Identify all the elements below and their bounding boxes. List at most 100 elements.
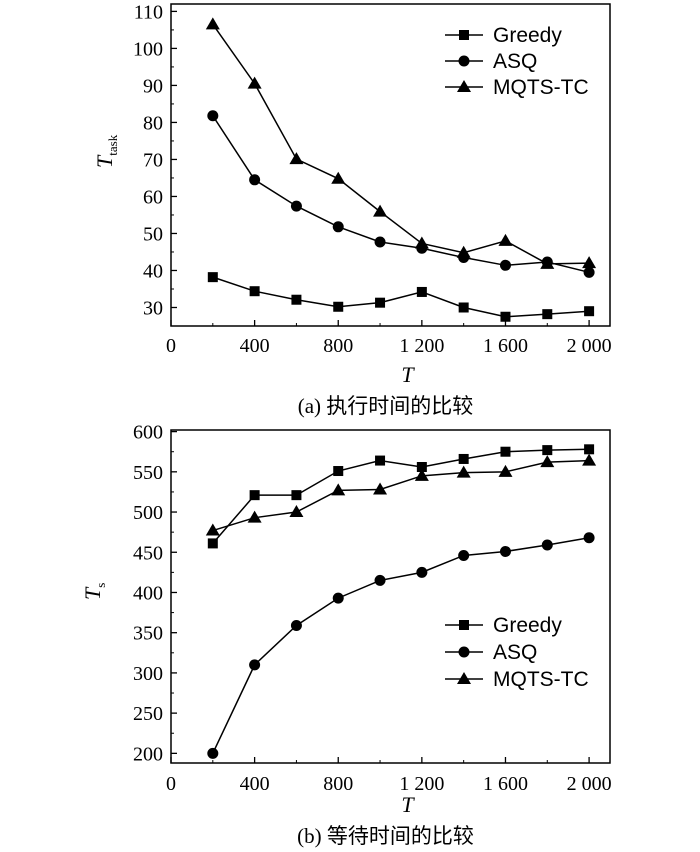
- x-tick-label: 2 000: [567, 773, 612, 795]
- y-tick-label: 70: [143, 149, 163, 171]
- data-point-asq: [499, 545, 511, 557]
- data-point-asq: [332, 221, 344, 233]
- x-tick-label: 400: [240, 335, 270, 357]
- legend-marker-greedy: [459, 620, 469, 630]
- legend-marker-mqts-tc: [457, 80, 471, 92]
- data-point-asq: [499, 259, 511, 271]
- y-tick-label: 500: [133, 502, 163, 524]
- data-point-asq: [207, 110, 219, 122]
- y-axis-label-subscript: s: [93, 583, 108, 588]
- y-tick-label: 250: [133, 703, 163, 725]
- data-point-mqts-tc: [498, 233, 513, 246]
- y-axis-label-main: T: [80, 586, 105, 600]
- x-tick-label: 1 200: [399, 773, 444, 795]
- y-tick-label: 30: [143, 297, 163, 319]
- y-tick-label: 300: [133, 663, 163, 685]
- x-tick-label: 2 000: [567, 335, 612, 357]
- y-tick-label: 350: [133, 623, 163, 645]
- x-tick-label: 1 200: [399, 335, 444, 357]
- data-point-asq: [207, 747, 219, 759]
- data-point-greedy: [207, 272, 218, 283]
- series-line-mqts-tc: [212, 23, 590, 265]
- y-tick-label: 40: [143, 260, 163, 282]
- y-tick-label: 200: [133, 743, 163, 765]
- data-point-asq: [374, 574, 386, 586]
- legend-label-mqts-tc: MQTS-TC: [493, 76, 589, 99]
- chart-caption: (b) 等待时间的比较: [297, 824, 474, 848]
- data-point-greedy: [542, 309, 553, 320]
- data-point-mqts-tc: [331, 171, 346, 184]
- legend-marker-asq: [458, 55, 470, 67]
- data-point-mqts-tc: [205, 523, 220, 536]
- data-point-mqts-tc: [247, 76, 262, 89]
- legend-label-greedy: Greedy: [493, 614, 562, 637]
- data-point-mqts-tc: [582, 256, 597, 269]
- data-point-mqts-tc: [289, 505, 304, 518]
- data-point-mqts-tc: [373, 204, 388, 217]
- legend-marker-mqts-tc: [457, 672, 471, 684]
- series-line-asq: [212, 115, 590, 274]
- data-point-asq: [583, 532, 595, 544]
- y-tick-label: 400: [133, 582, 163, 604]
- data-point-greedy: [291, 490, 302, 501]
- data-point-mqts-tc: [414, 468, 429, 481]
- y-tick-label: 60: [143, 186, 163, 208]
- data-point-mqts-tc: [540, 455, 555, 468]
- data-point-greedy: [584, 444, 595, 455]
- data-point-mqts-tc: [414, 236, 429, 249]
- legend-marker-asq: [458, 646, 470, 658]
- data-point-asq: [290, 619, 302, 631]
- x-tick-label: 800: [323, 773, 353, 795]
- data-point-mqts-tc: [498, 464, 513, 477]
- data-point-mqts-tc: [373, 482, 388, 495]
- y-tick-label: 80: [143, 112, 163, 134]
- data-point-greedy: [500, 311, 511, 322]
- plot-frame: [170, 429, 611, 764]
- series-line-asq: [212, 537, 590, 754]
- data-point-greedy: [500, 446, 511, 457]
- data-point-asq: [583, 266, 595, 278]
- data-point-greedy: [584, 306, 595, 317]
- x-tick-label: 0: [166, 773, 176, 795]
- series-line-mqts-tc: [212, 459, 590, 532]
- data-point-asq: [458, 549, 470, 561]
- data-point-asq: [416, 566, 428, 578]
- y-axis-label: Ts: [80, 583, 108, 600]
- x-tick-label: 1 600: [483, 335, 528, 357]
- y-axis-label-subscript: task: [105, 134, 120, 155]
- data-point-greedy: [416, 286, 427, 297]
- data-point-asq: [332, 592, 344, 604]
- series-line-greedy: [212, 276, 590, 318]
- data-point-mqts-tc: [205, 17, 220, 30]
- data-point-greedy: [375, 297, 386, 308]
- data-point-asq: [374, 236, 386, 248]
- data-point-mqts-tc: [456, 245, 471, 258]
- data-point-greedy: [291, 294, 302, 305]
- y-axis-label-main: T: [92, 154, 117, 168]
- legend-marker-greedy: [459, 30, 469, 40]
- data-point-greedy: [207, 538, 218, 549]
- data-point-asq: [290, 200, 302, 212]
- x-tick-label: 400: [240, 773, 270, 795]
- data-point-greedy: [375, 455, 386, 466]
- data-point-greedy: [458, 453, 469, 464]
- y-tick-label: 450: [133, 542, 163, 564]
- data-point-mqts-tc: [540, 256, 555, 269]
- data-point-mqts-tc: [289, 152, 304, 165]
- y-tick-label: 550: [133, 462, 163, 484]
- y-tick-label: 110: [134, 1, 163, 23]
- data-point-asq: [249, 659, 261, 671]
- x-tick-label: 1 600: [483, 773, 528, 795]
- data-point-mqts-tc: [247, 510, 262, 523]
- y-tick-label: 100: [133, 38, 163, 60]
- y-tick-label: 90: [143, 75, 163, 97]
- data-point-greedy: [249, 490, 260, 501]
- data-point-greedy: [333, 466, 344, 477]
- data-point-mqts-tc: [331, 483, 346, 496]
- chart-caption: (a) 执行时间的比较: [298, 394, 474, 418]
- series-line-greedy: [212, 448, 590, 544]
- x-axis-label: T: [401, 362, 415, 387]
- legend-label-mqts-tc: MQTS-TC: [493, 668, 589, 691]
- data-point-asq: [541, 539, 553, 551]
